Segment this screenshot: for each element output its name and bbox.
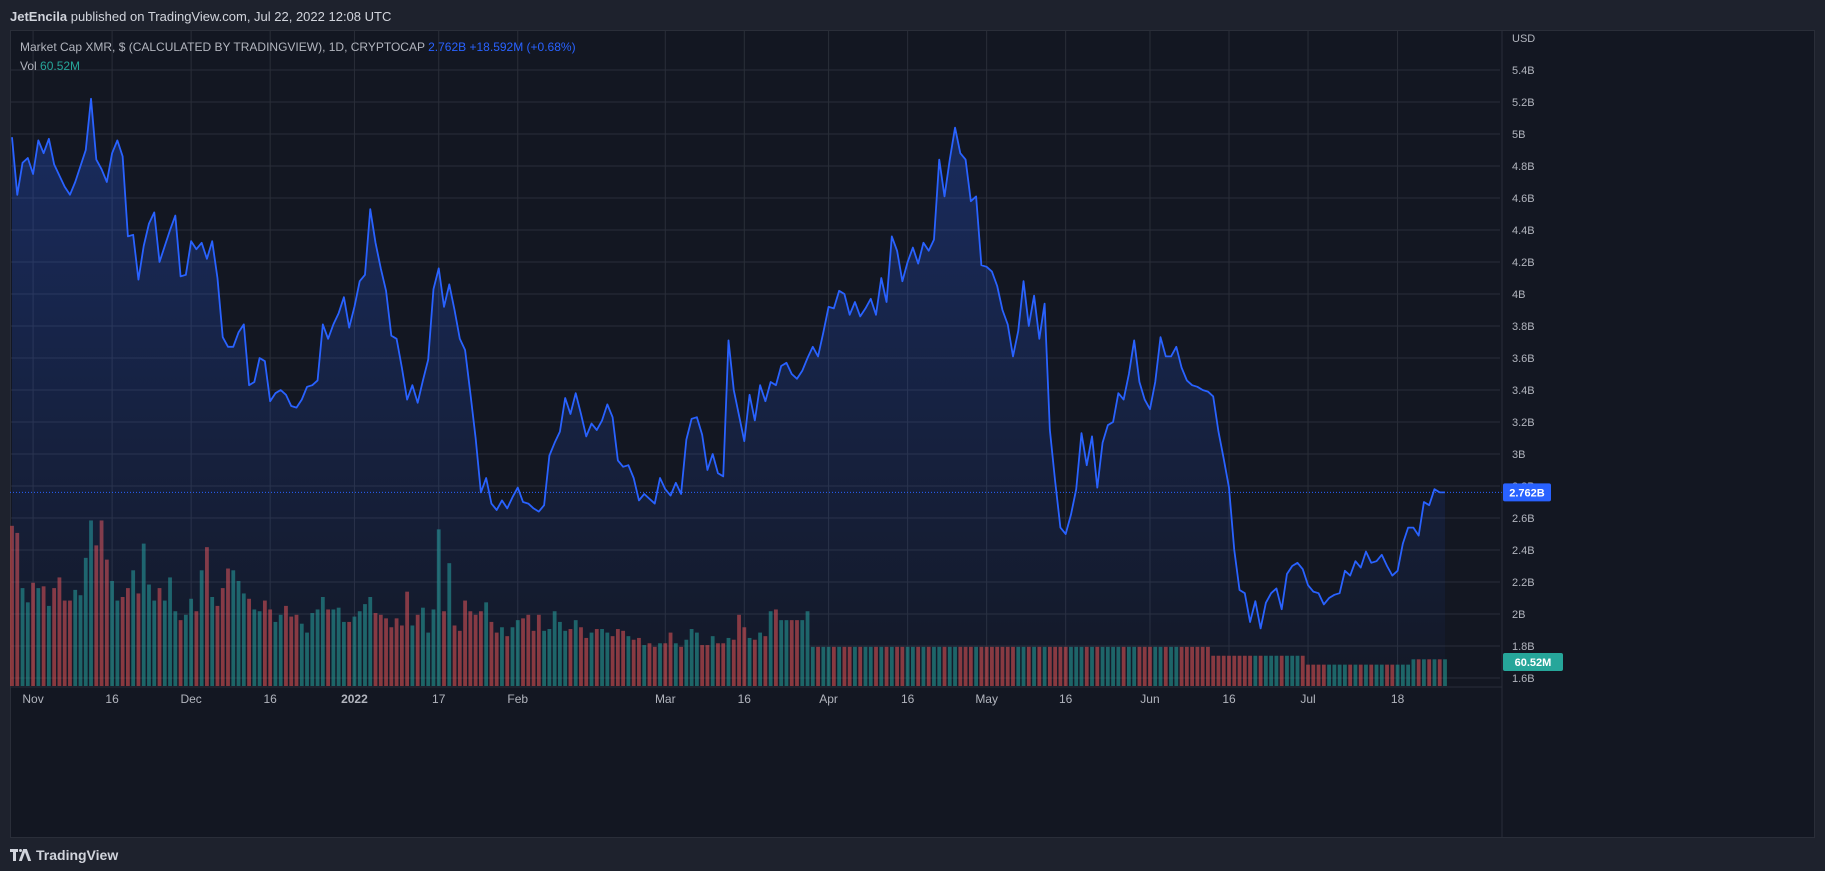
- footer: TradingView: [10, 843, 118, 867]
- last-value-labels: 2.762B 60.52M: [10, 483, 1563, 671]
- last-value: 2.762B: [428, 40, 467, 54]
- y-tick-label: 5B: [1512, 129, 1525, 141]
- y-tick-label: 4.6B: [1512, 193, 1535, 205]
- x-tick-label: Apr: [819, 692, 838, 706]
- price-chart[interactable]: 1.6B1.8B2B2.2B2.4B2.6B2.8B3B3.2B3.4B3.6B…: [10, 30, 1815, 838]
- x-tick-label: 17: [432, 692, 446, 706]
- y-tick-label: 5.2B: [1512, 97, 1535, 109]
- symbol-description[interactable]: Market Cap XMR, $ (CALCULATED BY TRADING…: [20, 40, 425, 54]
- y-tick-label: 4B: [1512, 289, 1525, 301]
- y-tick-label: 2.6B: [1512, 513, 1535, 525]
- y-tick-label: 3B: [1512, 449, 1525, 461]
- y-tick-label: 1.8B: [1512, 641, 1535, 653]
- x-tick-label: Jun: [1140, 692, 1159, 706]
- legend-vol-row: Vol 60.52M: [20, 57, 576, 76]
- y-tick-label: 2.4B: [1512, 545, 1535, 557]
- tradingview-logo-icon[interactable]: [10, 849, 32, 861]
- y-tick-label: 3.6B: [1512, 353, 1535, 365]
- x-tick-label: 16: [105, 692, 119, 706]
- last-price-badge: [1503, 483, 1551, 502]
- chart-legend: Market Cap XMR, $ (CALCULATED BY TRADING…: [20, 38, 576, 76]
- x-tick-label: 16: [901, 692, 915, 706]
- x-tick-label: Feb: [507, 692, 528, 706]
- y-tick-label: 3.2B: [1512, 417, 1535, 429]
- x-tick-label: 16: [263, 692, 277, 706]
- y-tick-label: 2.2B: [1512, 577, 1535, 589]
- x-tick-label: Mar: [655, 692, 676, 706]
- x-tick-label: 16: [1059, 692, 1073, 706]
- x-tick-label: Jul: [1300, 692, 1315, 706]
- price-line-group: [11, 97, 1445, 630]
- y-tick-label: 4.4B: [1512, 225, 1535, 237]
- y-tick-label: 4.8B: [1512, 161, 1535, 173]
- last-volume-label: 60.52M: [1515, 657, 1552, 669]
- vol-label[interactable]: Vol: [20, 59, 37, 73]
- y-tick-label: 4.2B: [1512, 257, 1535, 269]
- x-tick-label: 2022: [341, 692, 368, 706]
- x-tick-label: 16: [738, 692, 752, 706]
- x-tick-label: 16: [1222, 692, 1236, 706]
- y-tick-label: 5.4B: [1512, 65, 1535, 77]
- price-area-fill: [12, 98, 1445, 687]
- y-tick-label: 2B: [1512, 609, 1525, 621]
- y-tick-label: 3.8B: [1512, 321, 1535, 333]
- author-name[interactable]: JetEncila: [10, 9, 68, 24]
- legend-main-row: Market Cap XMR, $ (CALCULATED BY TRADING…: [20, 38, 576, 57]
- y-tick-label: 3.4B: [1512, 385, 1535, 397]
- y-tick-label: 1.6B: [1512, 673, 1535, 685]
- change-value: +18.592M (+0.68%): [469, 40, 576, 54]
- x-tick-label: May: [975, 692, 998, 706]
- price-area: [12, 98, 1445, 687]
- published-text: published on TradingView.com, Jul 22, 20…: [70, 9, 392, 24]
- brand-name[interactable]: TradingView: [36, 847, 119, 863]
- currency-label: USD: [1512, 33, 1535, 45]
- publish-info: JetEncila published on TradingView.com, …: [10, 7, 391, 27]
- vol-value: 60.52M: [40, 59, 81, 73]
- last-price-label: 2.762B: [1509, 487, 1545, 499]
- price-line: [11, 97, 1445, 630]
- x-tick-label: Dec: [180, 692, 201, 706]
- x-tick-label: 18: [1391, 692, 1405, 706]
- last-volume-badge: [1503, 653, 1563, 671]
- x-tick-label: Nov: [22, 692, 43, 706]
